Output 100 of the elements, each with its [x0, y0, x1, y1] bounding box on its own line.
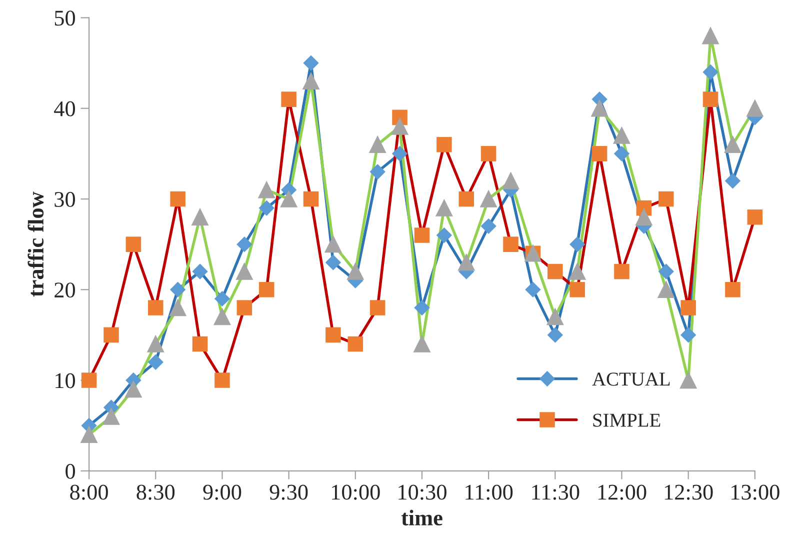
point: [458, 191, 474, 207]
y-tick-label: 0: [66, 464, 75, 479]
point: [148, 300, 164, 316]
point: [324, 236, 342, 253]
point: [258, 282, 274, 298]
y-tick-label: 30: [54, 192, 75, 207]
point: [702, 64, 718, 80]
point: [236, 300, 252, 316]
x-tick-label: 11:30: [532, 484, 580, 500]
point: [303, 191, 319, 207]
point: [747, 209, 763, 225]
point: [326, 254, 341, 270]
point: [126, 236, 142, 252]
point: [259, 200, 274, 216]
point: [592, 146, 608, 162]
point: [236, 236, 252, 252]
point: [658, 264, 674, 280]
x-tick-label: 8:00: [70, 484, 108, 500]
point: [214, 291, 230, 306]
point: [680, 372, 697, 389]
point: [436, 136, 452, 152]
point: [326, 327, 341, 343]
x-tick-label: 11:00: [466, 484, 513, 500]
point: [548, 264, 563, 280]
point: [192, 336, 208, 352]
point: [546, 308, 564, 326]
point: [281, 92, 296, 107]
legend-label: ACTUAL: [592, 372, 670, 386]
point: [614, 146, 630, 162]
x-tick-label: 8:30: [136, 484, 175, 500]
point: [548, 327, 563, 343]
x-tick-label: 13:00: [732, 484, 780, 500]
point: [258, 182, 275, 198]
point: [303, 55, 319, 71]
point: [192, 208, 208, 226]
point: [680, 300, 696, 316]
point: [170, 282, 186, 298]
y-axis-title: traffic flow: [28, 192, 44, 297]
point: [170, 191, 186, 207]
point: [613, 127, 630, 144]
point: [414, 228, 430, 243]
point: [614, 264, 630, 280]
point: [391, 118, 408, 135]
point: [104, 327, 119, 343]
point: [702, 92, 718, 107]
x-axis-title: time: [401, 510, 442, 526]
point: [480, 190, 497, 208]
point: [702, 28, 719, 44]
point: [80, 426, 98, 443]
point: [680, 327, 696, 343]
point: [169, 299, 186, 316]
y-tick-label: 20: [54, 282, 75, 298]
point: [591, 100, 608, 117]
point: [236, 263, 253, 280]
point: [569, 263, 586, 280]
legend-label: SIMPLE: [593, 414, 660, 427]
point: [214, 372, 230, 388]
point: [302, 72, 320, 90]
y-tick-label: 40: [54, 101, 75, 116]
point: [148, 354, 164, 370]
point: [503, 236, 518, 252]
point: [147, 336, 164, 352]
point: [392, 146, 408, 162]
point: [370, 300, 386, 316]
point: [746, 100, 764, 117]
point: [480, 218, 496, 234]
x-tick-label: 9:30: [270, 484, 308, 500]
x-tick-label: 10:00: [332, 484, 380, 500]
point: [525, 282, 541, 298]
point: [214, 308, 231, 326]
x-tick-label: 10:30: [398, 484, 446, 500]
point: [724, 136, 742, 153]
x-tick-label: 12:30: [664, 484, 713, 500]
y-tick-label: 50: [54, 10, 75, 26]
point: [480, 146, 496, 162]
x-tick-label: 12:00: [598, 484, 646, 500]
point: [436, 228, 452, 243]
point: [347, 263, 364, 280]
point: [414, 336, 430, 352]
point: [280, 190, 298, 208]
point: [125, 380, 142, 398]
point: [414, 300, 430, 316]
point: [192, 264, 208, 280]
point: [369, 136, 386, 153]
point: [348, 336, 364, 352]
point: [458, 254, 475, 271]
point: [102, 408, 120, 425]
point: [502, 172, 520, 190]
point: [570, 282, 585, 298]
x-tick-label: 9:00: [203, 484, 242, 500]
point: [436, 200, 453, 216]
point: [81, 372, 97, 388]
point: [370, 164, 386, 180]
point: [725, 173, 740, 188]
point: [725, 282, 740, 298]
point: [658, 191, 674, 207]
point: [658, 281, 674, 298]
point: [570, 236, 585, 252]
y-tick-label: 10: [56, 373, 75, 388]
point: [636, 208, 652, 226]
